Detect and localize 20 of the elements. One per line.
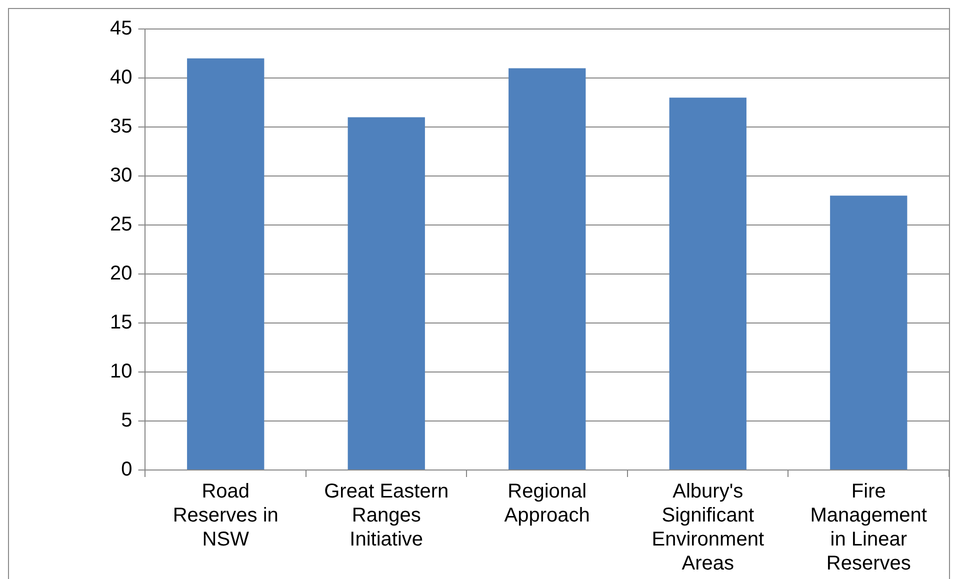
x-tick-label: Regional Approach: [504, 480, 590, 527]
y-tick-label: 35: [110, 116, 132, 138]
x-tick-label: Fire Management in Linear Reserves: [810, 480, 928, 575]
bar: [187, 58, 264, 470]
y-tick-label: 20: [110, 262, 132, 285]
y-tick-label: 45: [110, 18, 132, 40]
y-tick-label: 10: [110, 360, 132, 383]
y-tick-label: 15: [110, 312, 132, 334]
y-tick-label: 25: [110, 214, 132, 236]
bar: [348, 117, 425, 470]
bar: [508, 68, 586, 470]
y-tick-label: 0: [121, 458, 132, 481]
x-tick-label: Road Reserves in NSW: [172, 480, 278, 551]
y-tick-label: 40: [110, 66, 132, 89]
y-tick-label: 30: [110, 164, 132, 187]
bar: [830, 196, 908, 470]
x-tick-label: Albury's Significant Environment Areas: [652, 480, 764, 575]
bar: [669, 98, 746, 470]
y-tick-label: 5: [121, 410, 132, 432]
x-tick-label: Great Eastern Ranges Initiative: [324, 480, 449, 551]
